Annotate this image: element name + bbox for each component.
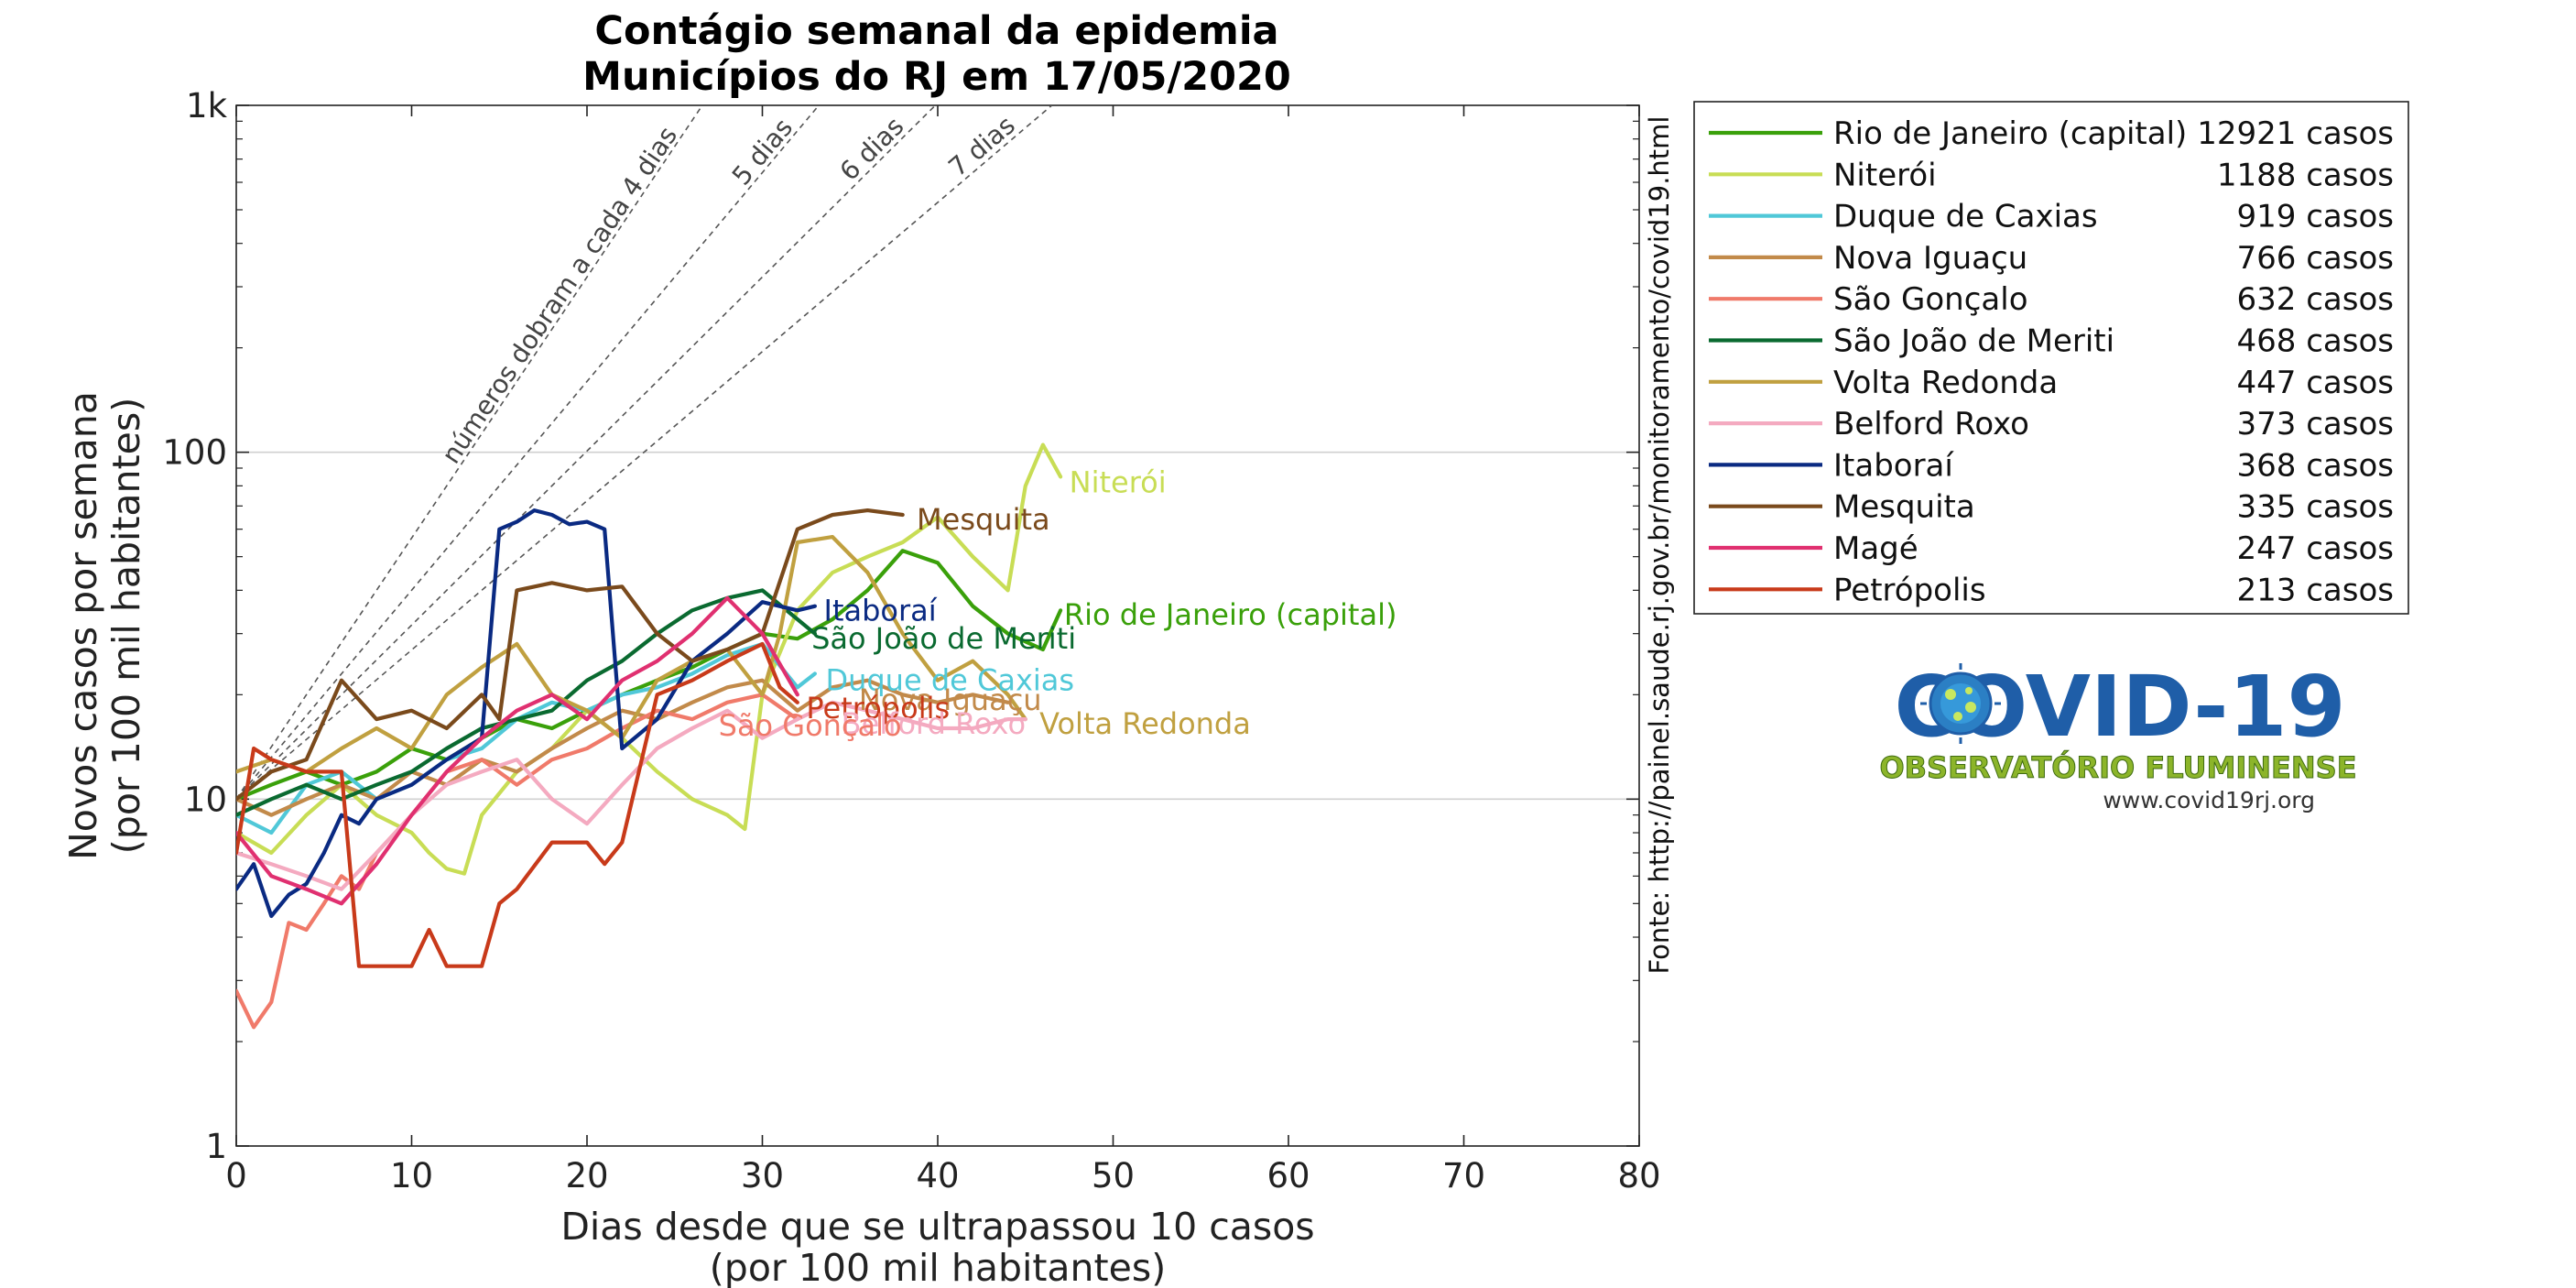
- series-line: [236, 595, 799, 906]
- y-tick-label: 1k: [186, 86, 228, 126]
- series-line: [236, 588, 818, 817]
- series-line: [236, 678, 1010, 817]
- series-line: [236, 534, 1027, 774]
- legend-series-name: São Gonçalo: [1833, 281, 2028, 318]
- legend-series-cases: 247 casos: [2237, 530, 2394, 567]
- legend-series-name: Petrópolis: [1833, 572, 1986, 608]
- logo-url: www.covid19rj.org: [2103, 787, 2315, 813]
- legend-series-cases: 632 casos: [2237, 281, 2394, 318]
- series-end-label: Volta Redonda: [1039, 706, 1251, 741]
- legend-series-cases: 12921 casos: [2197, 115, 2394, 152]
- series-line: [236, 508, 818, 919]
- doubling-line: [236, 105, 703, 800]
- y-tick-label: 100: [162, 433, 227, 473]
- doubling-line: [236, 105, 1053, 800]
- x-tick-label: 40: [916, 1156, 959, 1195]
- doubling-line: [236, 105, 936, 800]
- reference-labels: números dobram a cada 4 dias 5 dias 6 dias…: [436, 110, 1021, 469]
- x-tick-label: 10: [390, 1156, 433, 1195]
- legend-series-name: Itaboraí: [1833, 447, 1954, 484]
- y-axis-label: Novos casos por semana: [61, 391, 105, 860]
- doubling-label-text: 6 dias: [834, 111, 910, 187]
- series-end-labels: Niterói Mesquita Rio de Janeiro (capital) I…: [719, 464, 1397, 743]
- doubling-label-text: 5 dias: [726, 113, 799, 191]
- doubling-label-text: 7 dias: [942, 110, 1020, 183]
- x-tick-label: 30: [741, 1156, 784, 1195]
- legend-series-cases: 335 casos: [2237, 489, 2394, 526]
- chart-title: Contágio semanal da epidemia: [594, 8, 1278, 54]
- legend: Rio de Janeiro (capital) 12921 casos Niter…: [1709, 115, 2394, 608]
- legend-series-name: Mesquita: [1833, 489, 1975, 526]
- legend-series-cases: 919 casos: [2237, 199, 2394, 235]
- doubling-label: 5 dias: [726, 113, 799, 191]
- legend-series-cases: 213 casos: [2237, 572, 2394, 608]
- legend-series-name: Nova Iguaçu: [1833, 240, 2027, 277]
- doubling-label: números dobram a cada 4 dias: [436, 121, 683, 469]
- legend-series-name: Rio de Janeiro (capital): [1833, 115, 2187, 152]
- x-axis-label-units: (por 100 mil habitantes): [710, 1246, 1166, 1288]
- doubling-label: 7 dias: [942, 110, 1020, 183]
- legend-series-cases: 1188 casos: [2217, 157, 2394, 193]
- y-tick-label: 1: [205, 1127, 227, 1166]
- series-end-label: São João de Meriti: [811, 621, 1076, 656]
- legend-box: [1693, 101, 2409, 615]
- legend-series-name: Belford Roxo: [1833, 406, 2029, 442]
- x-tick-label: 80: [1617, 1156, 1660, 1195]
- series-end-label: Niterói: [1070, 464, 1167, 499]
- legend-series-name: Niterói: [1833, 157, 1937, 193]
- doubling-reference-lines: [236, 105, 1053, 800]
- legend-series-name: São João de Meriti: [1833, 323, 2114, 360]
- series-end-label: São Gonçalo: [719, 708, 902, 743]
- y-axis-label-units: (por 100 mil habitantes): [104, 398, 148, 854]
- x-tick-label: 60: [1266, 1156, 1310, 1195]
- y-tick-label: 10: [184, 780, 227, 819]
- series-lines: [236, 442, 1063, 1030]
- chart-subtitle: Municípios do RJ em 17/05/2020: [582, 54, 1291, 100]
- virus-icon: [1920, 663, 2001, 744]
- series-end-label: Mesquita: [917, 502, 1050, 537]
- x-axis-label: Dias desde que se ultrapassou 10 casos: [560, 1205, 1314, 1249]
- series-end-label: Belford Roxo: [842, 706, 1026, 741]
- series-end-label: Petrópolis: [806, 691, 950, 726]
- legend-series-cases: 368 casos: [2237, 447, 2394, 484]
- legend-series-name: Volta Redonda: [1833, 365, 2058, 401]
- series-line: [236, 641, 818, 835]
- x-tick-label: 50: [1092, 1156, 1135, 1195]
- legend-series-cases: 447 casos: [2237, 365, 2394, 401]
- series-line: [236, 508, 905, 802]
- x-tick-label: 20: [565, 1156, 608, 1195]
- series-end-label: Nova Iguaçu: [859, 682, 1042, 717]
- legend-series-name: Magé: [1833, 530, 1918, 567]
- legend-series-cases: 373 casos: [2237, 406, 2394, 442]
- doubling-label-text: números dobram a cada 4 dias: [436, 121, 683, 469]
- source-note: Fonte: http://painel.saude.rj.gov.br/mon…: [1644, 116, 1675, 975]
- covid19-logo: COVID-19 OBSERVATÓRIO FLUMINENSE www.cov…: [1879, 658, 2357, 813]
- logo-subtitle: OBSERVATÓRIO FLUMINENSE: [1879, 749, 2356, 785]
- series-end-label: Rio de Janeiro (capital): [1064, 597, 1397, 632]
- legend-series-name: Duque de Caxias: [1833, 199, 2098, 235]
- x-tick-label: 70: [1442, 1156, 1485, 1195]
- legend-series-cases: 766 casos: [2237, 240, 2394, 277]
- axis-ticks: 0 10 20 30 40 50 60 70 80 1 10 100 1k: [162, 86, 1660, 1195]
- legend-series-cases: 468 casos: [2237, 323, 2394, 360]
- x-tick-label: 0: [225, 1156, 247, 1195]
- series-line: [236, 641, 799, 968]
- series-end-label: Duque de Caxias: [825, 663, 1074, 698]
- series-end-label: Itaboraí: [824, 593, 938, 628]
- doubling-label: 6 dias: [834, 111, 910, 187]
